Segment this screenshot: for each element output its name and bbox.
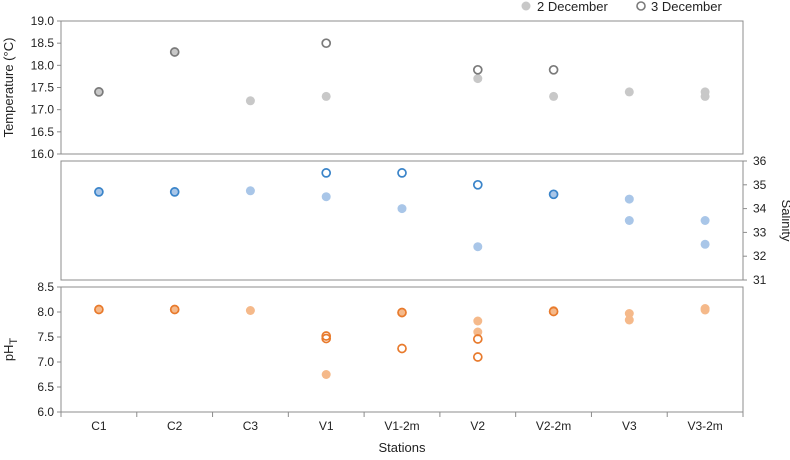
y-tick-label-salinity: 35 — [753, 178, 767, 192]
point-salinity-3-december-v2-2m — [548, 189, 559, 200]
panel-ph: 6.0 6.5 7.0 7.5 8.0 8.5 pHT — [1, 280, 744, 419]
point-temperature-2-december-c3 — [245, 96, 255, 106]
panel-temperature: 16.0 16.5 17.0 17.5 18.0 18.5 19.0 Temperature … — [1, 14, 744, 161]
y-tick-label-temperature: 18.0 — [31, 58, 55, 72]
y-tick-label-ph: 8.5 — [37, 280, 54, 294]
x-tick-label-c2: C2 — [167, 419, 183, 433]
panel-salinity: 31 32 33 34 35 36 Salinity — [60, 154, 790, 287]
y-tick-label-salinity: 36 — [753, 154, 767, 168]
x-tick-label-v1: V1 — [319, 419, 334, 433]
chart-panels: 16.0 16.5 17.0 17.5 18.0 18.5 19.0 Temperature … — [1, 14, 790, 419]
legend-label-3-december: 3 December — [651, 0, 722, 14]
point-temperature-2-december-v1 — [321, 91, 331, 101]
point-ph-2-december-v3 — [624, 315, 634, 325]
point-ph-3-december-v2-2m — [548, 306, 559, 317]
point-ph-2-december-v3 — [624, 309, 634, 318]
point-ph-3-december-c1 — [94, 304, 104, 315]
x-tick-label-c1: C1 — [91, 419, 107, 433]
point-salinity-2-december-v1 — [321, 192, 331, 202]
x-axis-title: Stations — [379, 440, 426, 455]
point-ph-2-december-v1 — [321, 370, 331, 379]
y-tick-label-temperature: 16.0 — [31, 147, 55, 161]
x-tick-label-v2-2m: V2-2m — [536, 419, 571, 433]
point-temperature-2-december-v3 — [624, 87, 634, 97]
y-tick-label-temperature: 19.0 — [31, 14, 55, 28]
x-tick-label-c3: C3 — [243, 419, 259, 433]
legend: 2 December 3 December — [521, 0, 722, 14]
x-axis: Stations C1 C2 C3 V1 V1-2m V2 V2-2m V3 V3-2m — [60, 412, 744, 455]
y-tick-label-ph: 6.5 — [37, 380, 54, 394]
point-salinity-2-december-v2 — [473, 242, 483, 252]
y-tick-label-temperature: 16.5 — [31, 125, 55, 139]
y-axis-title-temperature: Temperature (°C) — [1, 38, 16, 138]
point-temperature-2-december-c1 — [94, 87, 104, 97]
y-tick-label-salinity: 34 — [753, 202, 767, 216]
y-axis-title-salinity: Salinity — [779, 200, 790, 242]
point-temperature-2-december-v2-2m — [549, 91, 559, 101]
x-tick-label-v1-2m: V1-2m — [384, 419, 419, 433]
point-salinity-2-december-v3 — [624, 216, 634, 225]
point-temperature-3-december-v2 — [472, 64, 483, 75]
point-ph-2-december-v3-2m — [700, 305, 710, 315]
point-temperature-2-december-c2 — [170, 47, 180, 57]
y-tick-label-ph: 7.0 — [37, 355, 54, 369]
panel-frame-ph — [60, 286, 744, 413]
point-temperature-3-december-v1 — [321, 38, 332, 49]
panel-frame-temperature — [60, 20, 744, 155]
panel-frame-salinity — [60, 160, 744, 281]
point-ph-2-december-c3 — [245, 306, 255, 315]
point-salinity-3-december-c2 — [169, 187, 180, 197]
point-ph-2-december-c2 — [170, 305, 180, 314]
point-ph-2-december-c1 — [94, 305, 104, 314]
point-ph-3-december-v1-2m — [397, 307, 407, 318]
y-tick-label-ph: 7.5 — [37, 330, 54, 344]
y-axis-title-subscript: T — [8, 338, 20, 345]
point-temperature-3-december-v2-2m — [548, 64, 559, 75]
point-salinity-2-december-c3 — [245, 186, 255, 196]
point-ph-2-december-v2 — [473, 316, 483, 326]
point-ph-3-december-v2 — [472, 352, 483, 362]
point-temperature-3-december-c2 — [169, 47, 180, 57]
y-tick-label-salinity: 31 — [753, 273, 767, 287]
point-salinity-2-december-c2 — [170, 187, 180, 197]
point-salinity-2-december-c1 — [94, 187, 104, 197]
point-salinity-3-december-v2 — [472, 179, 483, 190]
point-temperature-2-december-v2 — [473, 74, 483, 84]
point-salinity-2-december-v3-2m — [700, 216, 710, 225]
point-temperature-2-december-v3-2m — [700, 91, 710, 101]
point-salinity-3-december-v1-2m — [397, 168, 407, 178]
y-tick-label-salinity: 33 — [753, 225, 767, 239]
legend-marker-3-december — [636, 1, 646, 11]
point-salinity-2-december-v1-2m — [397, 204, 407, 214]
point-ph-3-december-v1 — [321, 333, 332, 344]
x-tick-label-v3-2m: V3-2m — [687, 419, 722, 433]
point-salinity-3-december-c1 — [94, 187, 104, 197]
point-ph-3-december-v2 — [472, 334, 483, 344]
point-salinity-2-december-v2-2m — [549, 189, 559, 199]
y-tick-label-salinity: 32 — [753, 249, 767, 263]
y-axis-title-ph: pHT — [1, 338, 20, 362]
x-tick-label-v2: V2 — [470, 419, 485, 433]
point-salinity-2-december-v3-2m — [700, 239, 710, 249]
point-ph-3-december-c2 — [169, 304, 180, 315]
y-tick-label-ph: 8.0 — [37, 305, 54, 319]
point-salinity-3-december-v1 — [321, 168, 332, 178]
y-tick-label-temperature: 17.0 — [31, 103, 55, 117]
point-ph-3-december-v1-2m — [397, 343, 407, 354]
point-ph-2-december-v2 — [473, 327, 483, 337]
legend-marker-2-december — [521, 1, 531, 11]
y-tick-label-temperature: 17.5 — [31, 81, 55, 95]
point-temperature-3-december-c1 — [94, 87, 104, 97]
legend-label-2-december: 2 December — [537, 0, 608, 14]
y-tick-label-temperature: 18.5 — [31, 36, 55, 50]
y-tick-label-ph: 6.0 — [37, 405, 54, 419]
x-tick-label-v3: V3 — [622, 419, 637, 433]
point-salinity-2-december-v3 — [624, 194, 634, 204]
